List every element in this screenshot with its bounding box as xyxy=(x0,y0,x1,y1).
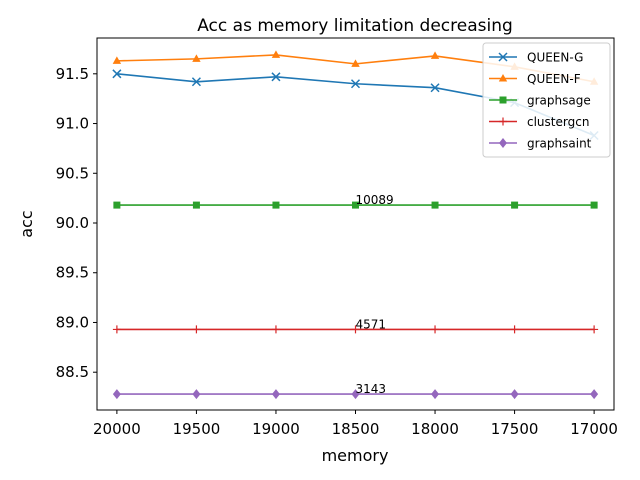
data-point xyxy=(351,389,360,400)
data-point xyxy=(112,69,122,79)
data-point xyxy=(590,325,599,334)
x-tick-label: 17000 xyxy=(570,420,618,438)
data-point xyxy=(510,389,519,400)
data-point xyxy=(271,50,281,58)
y-tick-label: 90.5 xyxy=(56,164,89,182)
y-tick-label: 89.5 xyxy=(56,264,89,282)
series-graphsage xyxy=(113,201,598,209)
x-tick-label: 19000 xyxy=(252,420,300,438)
data-point xyxy=(192,389,201,400)
annotation-label: 4571 xyxy=(356,317,387,331)
data-point xyxy=(431,325,440,334)
data-point xyxy=(272,201,280,209)
chart-title: Acc as memory limitation decreasing xyxy=(197,16,513,36)
y-axis: 88.5 89.0 89.5 90.0 90.5 91.0 91.5 xyxy=(56,65,97,381)
legend-item: graphsage xyxy=(489,94,591,108)
data-point xyxy=(352,201,359,209)
x-axis-label: memory xyxy=(322,446,389,465)
data-point xyxy=(113,201,121,209)
legend-item: clustergcn xyxy=(489,115,589,129)
data-point xyxy=(351,59,360,67)
x-tick-label: 19500 xyxy=(173,420,221,438)
data-point xyxy=(271,389,280,400)
x-axis: 20000 19500 19000 18500 18000 17500 17000 xyxy=(93,410,618,438)
data-point xyxy=(192,325,201,334)
annotation-label: 3143 xyxy=(356,382,387,396)
legend-label: QUEEN-G xyxy=(527,51,583,65)
data-point xyxy=(271,72,281,82)
series-clustergcn xyxy=(112,325,599,334)
x-tick-label: 18500 xyxy=(332,420,380,438)
data-point xyxy=(192,201,200,209)
data-point xyxy=(511,201,519,209)
legend-item: graphsaint xyxy=(489,137,592,151)
data-point xyxy=(112,325,121,334)
data-point xyxy=(191,77,201,87)
data-point xyxy=(271,325,280,334)
legend-marker xyxy=(498,74,508,82)
legend-label: graphsage xyxy=(527,94,591,108)
data-point xyxy=(590,201,598,209)
plot-area xyxy=(112,50,599,400)
annotations: 10089 4571 3143 xyxy=(356,193,394,396)
legend-box xyxy=(482,42,611,158)
legend-label: QUEEN-F xyxy=(527,72,581,86)
annotation-label: 10089 xyxy=(356,193,394,207)
data-point xyxy=(430,83,440,93)
y-tick-label: 91.5 xyxy=(56,65,89,83)
legend-marker xyxy=(498,52,508,62)
series-graphsaint xyxy=(112,389,599,400)
data-point xyxy=(351,325,360,334)
data-point xyxy=(430,51,440,59)
data-point xyxy=(112,56,122,64)
data-point xyxy=(590,389,599,400)
y-tick-label: 89.0 xyxy=(56,313,89,331)
y-tick-label: 91.0 xyxy=(56,115,89,133)
x-tick-label: 18000 xyxy=(411,420,459,438)
legend-marker xyxy=(499,96,507,104)
y-tick-label: 88.5 xyxy=(56,363,89,381)
data-point xyxy=(112,389,121,400)
data-point xyxy=(510,325,519,334)
legend-marker xyxy=(499,117,507,126)
data-point xyxy=(431,389,440,400)
legend-marker xyxy=(499,138,507,148)
legend-label: graphsaint xyxy=(527,137,592,151)
legend-item: QUEEN-F xyxy=(489,72,581,86)
legend: QUEEN-G QUEEN-F graphsage clustergcn graphsa… xyxy=(482,42,611,158)
legend-item: QUEEN-G xyxy=(489,51,583,65)
data-point xyxy=(431,201,439,209)
y-axis-label: acc xyxy=(17,210,36,237)
data-point xyxy=(350,79,361,89)
data-point xyxy=(192,54,201,62)
legend-label: clustergcn xyxy=(527,115,589,129)
y-tick-label: 90.0 xyxy=(56,214,89,232)
x-tick-label: 17500 xyxy=(491,420,539,438)
x-tick-label: 20000 xyxy=(93,420,141,438)
